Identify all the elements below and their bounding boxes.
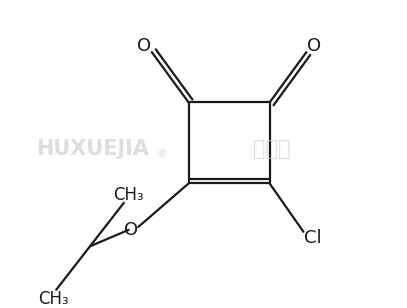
- Text: Cl: Cl: [304, 229, 322, 247]
- Text: O: O: [307, 37, 321, 55]
- Text: O: O: [137, 37, 151, 55]
- Text: 化学加: 化学加: [253, 139, 291, 159]
- Text: HUXUEJIA: HUXUEJIA: [36, 139, 149, 159]
- Text: O: O: [123, 221, 138, 239]
- Text: ®: ®: [157, 149, 168, 160]
- Text: CH₃: CH₃: [113, 186, 144, 204]
- Text: CH₃: CH₃: [38, 290, 69, 308]
